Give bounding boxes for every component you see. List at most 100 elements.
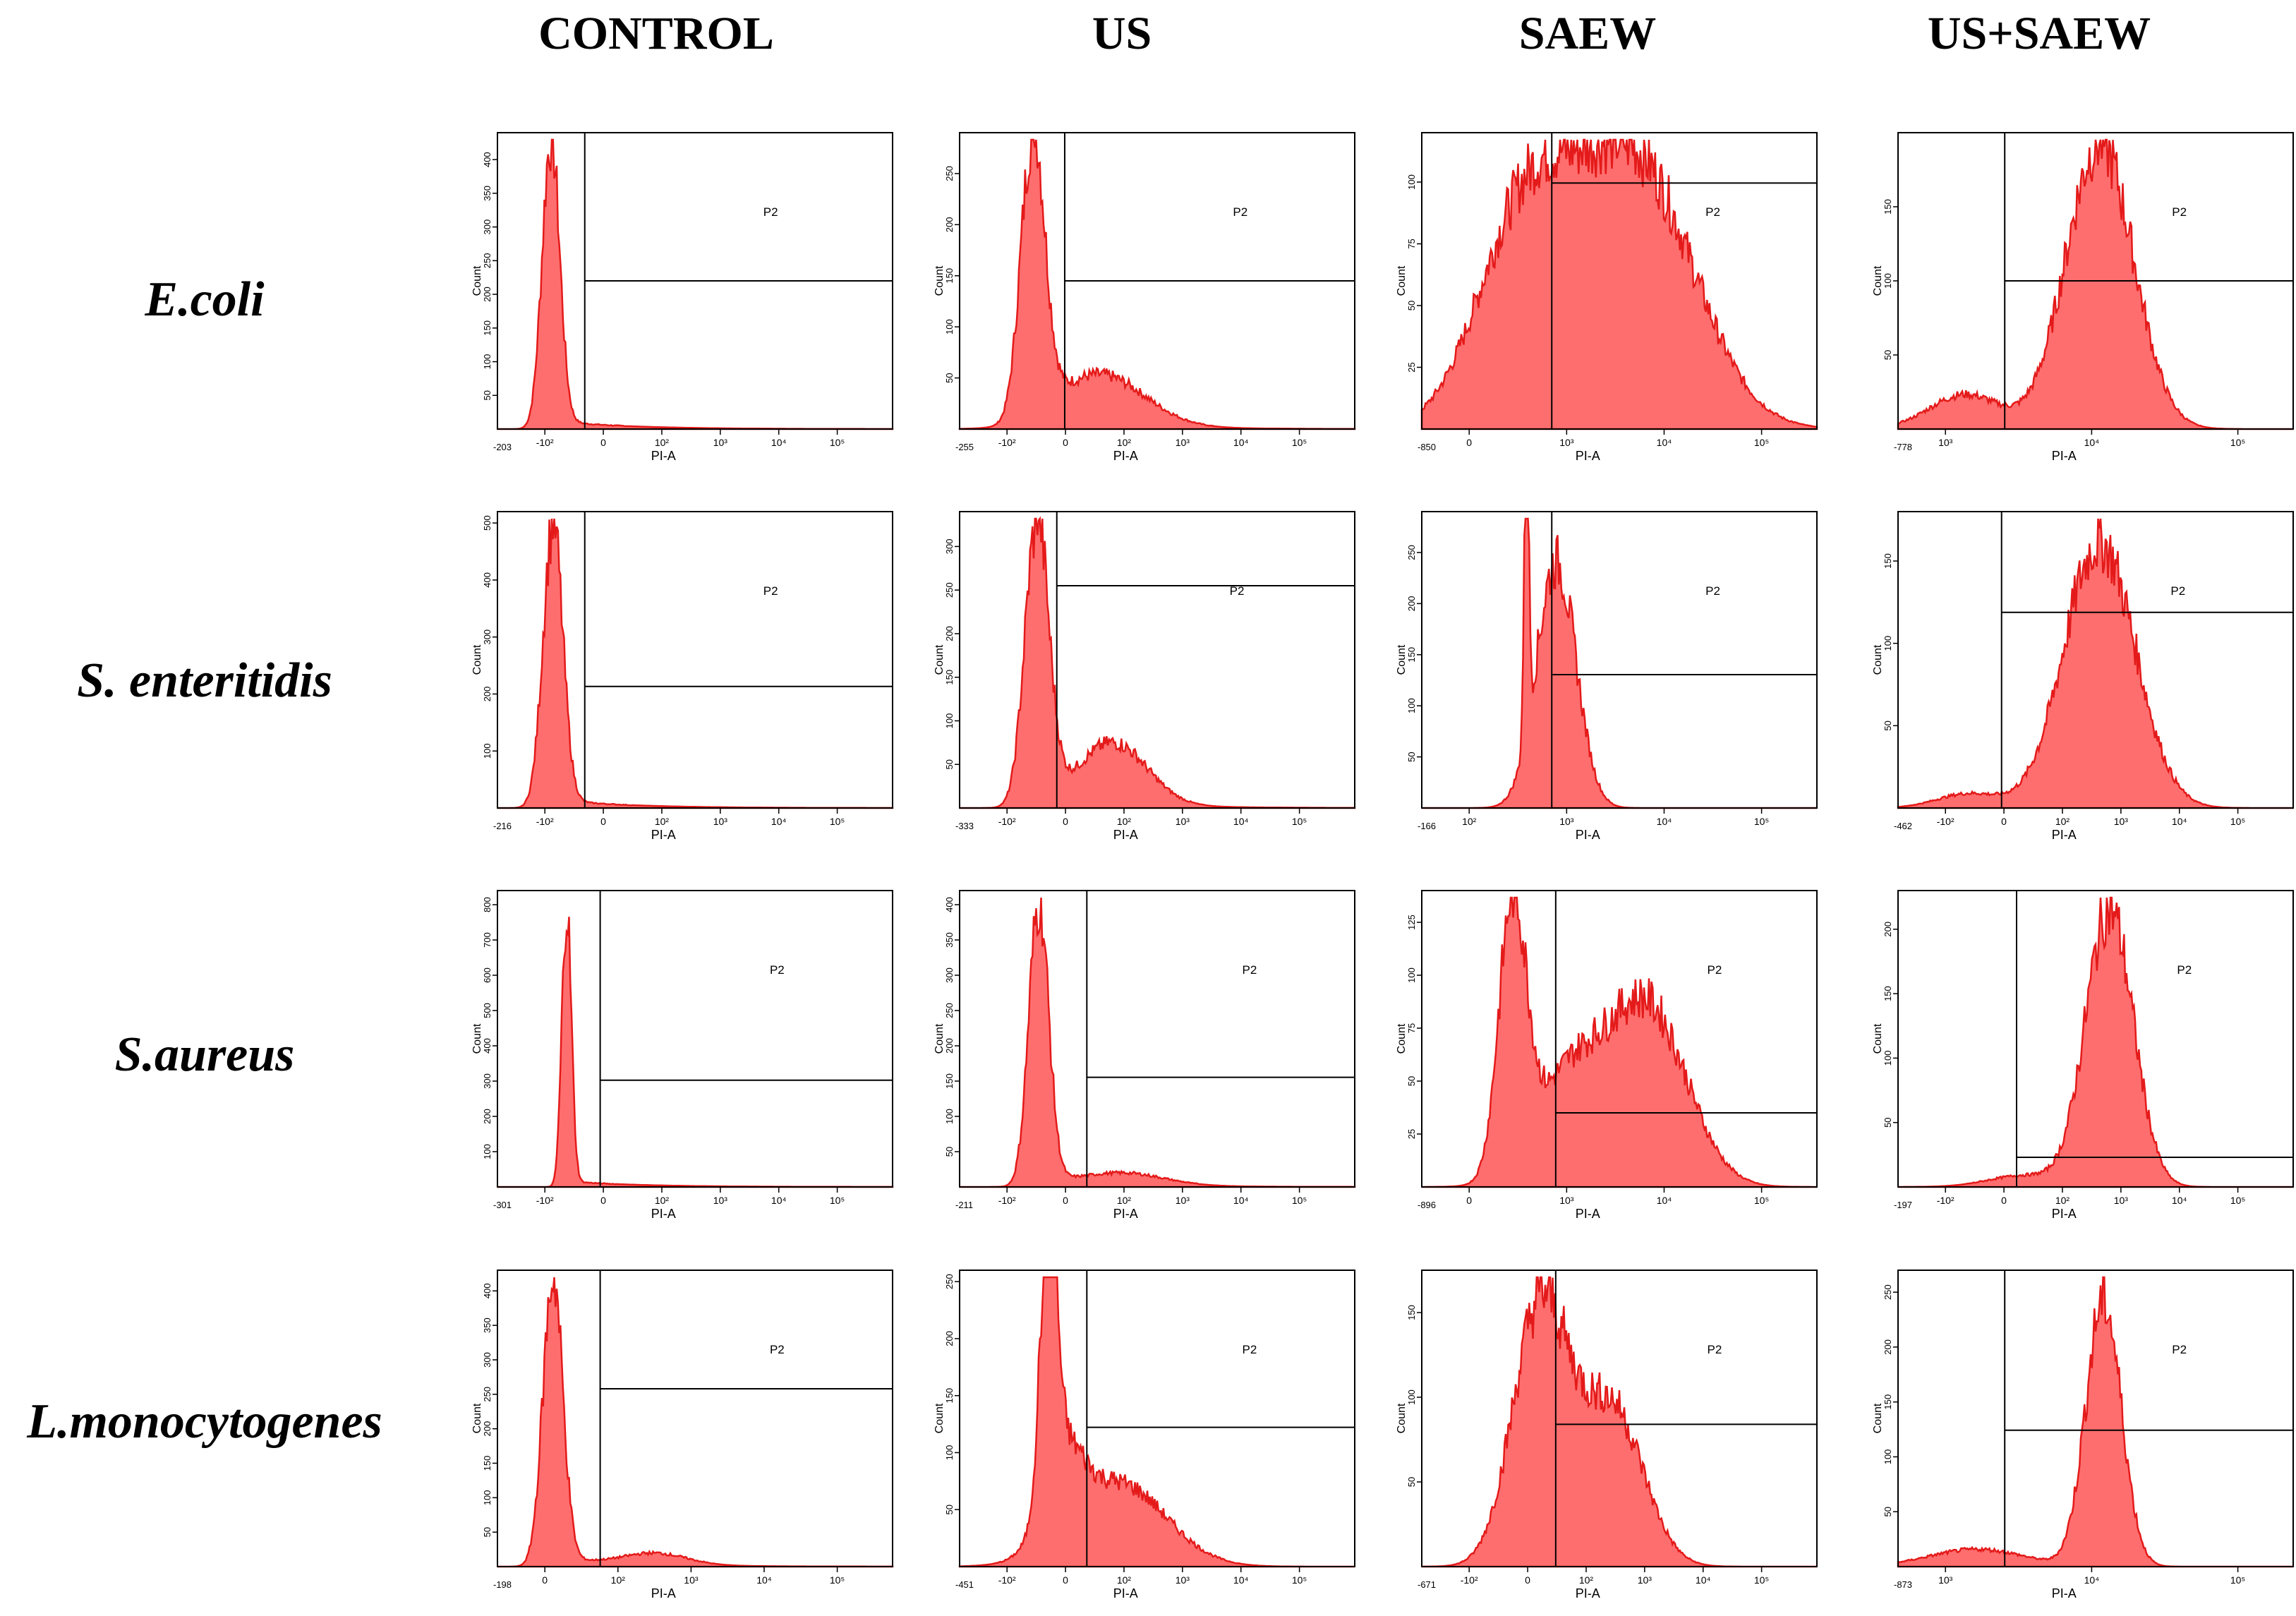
y-tick-label: 150 xyxy=(482,320,493,336)
x-axis-label: PI-A xyxy=(651,1586,676,1600)
y-axis-label: Count xyxy=(1396,1403,1408,1433)
gate-label: P2 xyxy=(1233,205,1247,219)
y-tick-label: 200 xyxy=(1883,1339,1893,1355)
y-tick-label: 700 xyxy=(482,932,493,948)
y-tick-label: 50 xyxy=(1406,752,1417,761)
x-tick-label: 10⁴ xyxy=(1233,816,1249,827)
gate-label: P2 xyxy=(1705,584,1720,598)
x-tick-label: 10³ xyxy=(1176,1195,1190,1206)
x-tick-label: 10² xyxy=(1579,1574,1594,1586)
y-tick-label: 100 xyxy=(1883,1449,1893,1465)
x-tick-label: 10⁵ xyxy=(2230,1574,2245,1586)
y-tick-label: 150 xyxy=(944,1073,955,1089)
y-tick-label: 100 xyxy=(482,1490,493,1505)
y-tick-label: 300 xyxy=(944,539,955,555)
histogram-panel: P2 50 100 150 Count 10³ 10⁴ 10⁵ -778 PI-A xyxy=(1872,132,2294,463)
y-tick-label: 200 xyxy=(482,687,493,702)
x-tick-label: 10⁵ xyxy=(1292,1195,1307,1206)
row-title-s-enteritidis: S. enteritidis xyxy=(77,653,332,708)
x-tick-label: 10⁵ xyxy=(1754,1574,1769,1586)
y-axis-label: Count xyxy=(1872,644,1884,675)
x-tick-label: 10³ xyxy=(1176,1574,1190,1586)
x-tick-label: -10² xyxy=(536,1195,554,1206)
y-tick-label: 50 xyxy=(944,373,955,382)
x-axis-min-label: -333 xyxy=(955,821,974,831)
y-axis-label: Count xyxy=(1396,1023,1408,1054)
x-tick-label: 10⁴ xyxy=(1657,437,1672,448)
y-tick-label: 100 xyxy=(1883,273,1893,289)
y-tick-label: 50 xyxy=(482,1527,493,1537)
plot-frame xyxy=(1897,511,2294,809)
y-tick-label: 350 xyxy=(482,1317,493,1333)
x-tick-label: 10⁴ xyxy=(771,816,787,827)
y-tick-label: 150 xyxy=(1883,553,1893,569)
y-tick-label: 50 xyxy=(1883,720,1893,730)
y-tick-label: 250 xyxy=(482,1387,493,1402)
x-axis-min-label: -216 xyxy=(493,821,512,831)
gate-label: P2 xyxy=(2172,205,2187,219)
y-tick-label: 125 xyxy=(1406,915,1417,930)
x-tick-label: 10² xyxy=(611,1574,626,1586)
x-tick-label: 10⁴ xyxy=(2084,437,2100,448)
x-tick-label: 10² xyxy=(1117,437,1132,448)
x-axis-min-label: -451 xyxy=(955,1579,974,1590)
x-tick-label: 10⁵ xyxy=(1754,1195,1769,1206)
x-axis-min-label: -778 xyxy=(1894,442,1912,452)
y-axis-label: Count xyxy=(933,1023,945,1054)
y-tick-label: 150 xyxy=(944,670,955,685)
x-tick-label: 10³ xyxy=(1638,1574,1652,1586)
x-tick-label: -10² xyxy=(998,816,1016,827)
x-axis-label: PI-A xyxy=(2052,1207,2077,1221)
y-tick-label: 100 xyxy=(1883,636,1893,651)
x-tick-label: 10⁵ xyxy=(2230,1195,2245,1206)
x-tick-label: 0 xyxy=(600,816,606,827)
x-axis-min-label: -462 xyxy=(1894,821,1912,831)
histogram-area xyxy=(960,516,1356,809)
y-tick-label: 50 xyxy=(482,390,493,400)
y-tick-label: 300 xyxy=(482,1352,493,1368)
x-tick-label: 0 xyxy=(1063,816,1068,827)
gate-label: P2 xyxy=(1708,963,1722,977)
x-tick-label: 10⁴ xyxy=(1657,1195,1672,1206)
row-title-s-aureus: S.aureus xyxy=(114,1027,295,1082)
x-tick-label: 10² xyxy=(2055,1195,2070,1206)
histogram-area xyxy=(958,138,1356,430)
x-axis-min-label: -896 xyxy=(1418,1200,1436,1210)
x-tick-label: 10³ xyxy=(684,1574,699,1586)
histogram-panel: P2 50 100 150 200 250 Count 10² 10³ 10⁴ 10⁵ -166 PI-… xyxy=(1396,511,1818,842)
y-axis-label: Count xyxy=(471,265,483,296)
y-tick-label: 100 xyxy=(1883,1051,1893,1066)
x-tick-label: 10³ xyxy=(1176,816,1190,827)
column-title-control: CONTROL xyxy=(538,8,774,59)
x-tick-label: 10⁴ xyxy=(2172,1195,2187,1206)
x-axis-label: PI-A xyxy=(1113,1207,1138,1221)
x-tick-label: -10² xyxy=(536,816,554,827)
y-tick-label: 100 xyxy=(482,1144,493,1159)
y-tick-label: 400 xyxy=(482,1038,493,1054)
x-axis-min-label: -255 xyxy=(955,442,974,452)
x-tick-label: 10⁵ xyxy=(1292,437,1307,448)
gate-label: P2 xyxy=(763,584,778,598)
x-tick-label: -10² xyxy=(998,437,1016,448)
histogram-panel: P2 50 100 150 200 250 300 Count -10² 0 10² 10³ 10⁴ 10… xyxy=(933,511,1356,842)
x-axis-min-label: -301 xyxy=(493,1200,512,1210)
x-axis-min-label: -198 xyxy=(493,1579,512,1590)
x-axis-label: PI-A xyxy=(1576,1586,1600,1600)
x-tick-label: 0 xyxy=(2001,1195,2007,1206)
y-tick-label: 50 xyxy=(1883,1507,1893,1516)
x-tick-label: 10⁵ xyxy=(830,1195,845,1206)
x-tick-label: 10² xyxy=(1117,816,1132,827)
y-tick-label: 200 xyxy=(482,287,493,302)
x-axis-min-label: -203 xyxy=(493,442,512,452)
x-tick-label: 10⁴ xyxy=(1657,816,1672,827)
y-tick-label: 150 xyxy=(1883,986,1893,1001)
y-tick-label: 75 xyxy=(1406,239,1417,248)
y-axis-label: Count xyxy=(1396,265,1408,296)
x-tick-label: 10³ xyxy=(713,437,728,448)
y-tick-label: 150 xyxy=(944,1388,955,1404)
x-tick-label: 10⁴ xyxy=(1233,1574,1249,1586)
x-axis-min-label: -671 xyxy=(1418,1579,1436,1590)
y-tick-label: 250 xyxy=(944,166,955,181)
y-tick-label: 250 xyxy=(944,1003,955,1018)
y-tick-label: 100 xyxy=(482,354,493,370)
